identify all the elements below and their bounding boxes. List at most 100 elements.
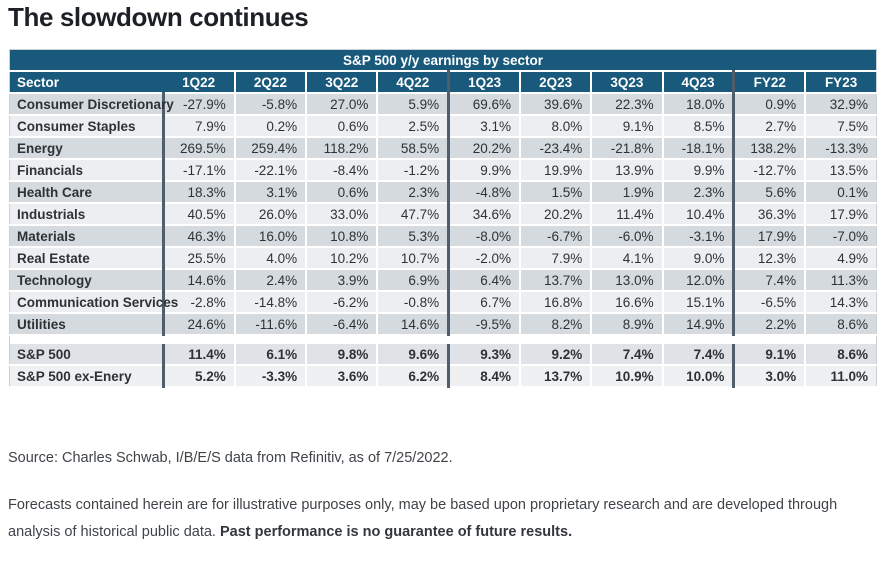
column-header-3q22: 3Q22 — [305, 71, 378, 94]
value-cell: 18.3% — [161, 181, 235, 204]
value-cell: 12.3% — [732, 247, 806, 270]
value-cell: 5.2% — [161, 365, 235, 388]
value-cell: -2.8% — [161, 291, 235, 314]
value-cell: -21.8% — [590, 137, 663, 160]
spacer-row — [9, 335, 877, 344]
value-cell: 10.7% — [376, 247, 449, 270]
value-cell: -6.0% — [590, 225, 663, 248]
value-cell: 8.0% — [518, 115, 592, 138]
value-cell: 4.0% — [233, 247, 307, 270]
value-cell: 11.4% — [590, 203, 663, 226]
value-cell: 10.9% — [590, 365, 663, 388]
value-cell: 9.9% — [661, 159, 734, 182]
value-cell: 13.0% — [590, 269, 663, 292]
value-cell: 11.3% — [804, 269, 877, 292]
disclaimer-bold-text: Past performance is no guarantee of futu… — [219, 523, 573, 540]
value-cell: 6.2% — [376, 365, 449, 388]
value-cell: 13.7% — [518, 365, 592, 388]
sector-cell: S&P 500 ex-Enery — [9, 365, 164, 388]
value-cell: -11.6% — [233, 313, 307, 336]
value-cell: 19.9% — [518, 159, 592, 182]
value-cell: -8.4% — [305, 159, 378, 182]
value-cell: 8.6% — [804, 313, 877, 336]
value-cell: 14.6% — [376, 313, 449, 336]
column-header-fy23: FY23 — [804, 71, 877, 94]
value-cell: 7.9% — [161, 115, 235, 138]
value-cell: 10.0% — [661, 365, 734, 388]
value-cell: 13.9% — [590, 159, 663, 182]
value-cell: 20.2% — [518, 203, 592, 226]
value-cell: 8.6% — [804, 344, 877, 366]
value-cell: 8.4% — [447, 365, 520, 388]
value-cell: -4.8% — [447, 181, 520, 204]
table-row-materials: Materials 46.3% 16.0% 10.8% 5.3% -8.0% -6.7% -6… — [9, 225, 877, 248]
column-header-3q23: 3Q23 — [590, 71, 663, 94]
value-cell: 0.2% — [233, 115, 307, 138]
value-cell: 32.9% — [804, 93, 877, 116]
sector-cell: Technology — [9, 269, 164, 292]
earnings-table: S&P 500 y/y earnings by sector Sector 1Q2… — [9, 49, 877, 388]
value-cell: 8.9% — [590, 313, 663, 336]
value-cell: 9.0% — [661, 247, 734, 270]
value-cell: 22.3% — [590, 93, 663, 116]
value-cell: 9.1% — [732, 344, 806, 366]
sector-cell: Consumer Staples — [9, 115, 164, 138]
value-cell: 3.9% — [305, 269, 378, 292]
value-cell: -7.0% — [804, 225, 877, 248]
sector-cell: Utilities — [9, 313, 164, 336]
table-row-s-p-500-ex-enery: S&P 500 ex-Enery 5.2% -3.3% 3.6% 6.2% 8.4% 13.… — [9, 365, 877, 388]
value-cell: 3.0% — [732, 365, 806, 388]
table-caption: S&P 500 y/y earnings by sector — [9, 49, 877, 72]
value-cell: -18.1% — [661, 137, 734, 160]
value-cell: 17.9% — [732, 225, 806, 248]
value-cell: 17.9% — [804, 203, 877, 226]
column-header-2q22: 2Q22 — [233, 71, 307, 94]
value-cell: 118.2% — [305, 137, 378, 160]
value-cell: 18.0% — [661, 93, 734, 116]
value-cell: 9.8% — [305, 344, 378, 366]
value-cell: 2.7% — [732, 115, 806, 138]
value-cell: 1.5% — [518, 181, 592, 204]
table-row-consumer-staples: Consumer Staples 7.9% 0.2% 0.6% 2.5% 3.1% 8.0%… — [9, 115, 877, 138]
value-cell: 47.7% — [376, 203, 449, 226]
value-cell: 46.3% — [161, 225, 235, 248]
value-cell: 13.5% — [804, 159, 877, 182]
value-cell: 20.2% — [447, 137, 520, 160]
sector-cell: Communication Services — [9, 291, 178, 314]
value-cell: -9.5% — [447, 313, 520, 336]
value-cell: 8.2% — [518, 313, 592, 336]
value-cell: 269.5% — [161, 137, 235, 160]
value-cell: -6.4% — [305, 313, 378, 336]
sector-cell: Consumer Discretionary — [9, 93, 174, 116]
value-cell: 40.5% — [161, 203, 235, 226]
source-note: Source: Charles Schwab, I/B/E/S data fro… — [8, 450, 453, 466]
value-cell: 25.5% — [161, 247, 235, 270]
table-row-real-estate: Real Estate 25.5% 4.0% 10.2% 10.7% -2.0% 7.9% 4… — [9, 247, 877, 270]
value-cell: 5.9% — [376, 93, 449, 116]
spacer-cell — [9, 335, 877, 344]
value-cell: -6.7% — [518, 225, 592, 248]
value-cell: 0.6% — [305, 181, 378, 204]
value-cell: 69.6% — [447, 93, 520, 116]
value-cell: 3.1% — [447, 115, 520, 138]
value-cell: 5.6% — [732, 181, 806, 204]
value-cell: 10.2% — [305, 247, 378, 270]
column-header-4q23: 4Q23 — [661, 71, 734, 94]
value-cell: -23.4% — [518, 137, 592, 160]
value-cell: 2.3% — [661, 181, 734, 204]
table-row-financials: Financials -17.1% -22.1% -8.4% -1.2% 9.9% 19.9… — [9, 159, 877, 182]
value-cell: -6.5% — [732, 291, 806, 314]
value-cell: 26.0% — [233, 203, 307, 226]
value-cell: -12.7% — [732, 159, 806, 182]
value-cell: 138.2% — [732, 137, 806, 160]
value-cell: 2.5% — [376, 115, 449, 138]
value-cell: 6.1% — [233, 344, 307, 366]
value-cell: 3.6% — [305, 365, 378, 388]
value-cell: 14.3% — [804, 291, 877, 314]
value-cell: 0.9% — [732, 93, 806, 116]
value-cell: 9.9% — [447, 159, 520, 182]
column-header-2q23: 2Q23 — [518, 71, 592, 94]
value-cell: -3.3% — [233, 365, 307, 388]
value-cell: 7.4% — [661, 344, 734, 366]
column-header-1q23: 1Q23 — [447, 71, 520, 94]
